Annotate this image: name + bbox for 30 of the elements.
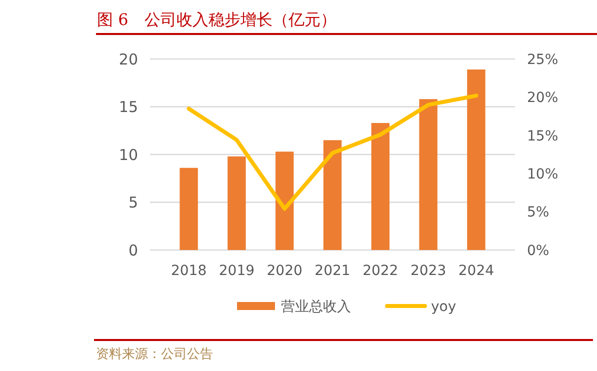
legend-label: 营业总收入 <box>281 299 351 315</box>
y2-tick-label: 10% <box>527 166 558 182</box>
bar <box>467 70 486 250</box>
x-tick-label: 2022 <box>362 263 398 279</box>
y-tick-label: 15 <box>118 98 138 116</box>
bar <box>419 99 438 250</box>
y-tick-label: 5 <box>128 194 138 212</box>
chart-title: 图 6 公司收入稳步增长（亿元） <box>97 10 336 29</box>
bar <box>228 156 246 250</box>
bar <box>323 140 342 250</box>
y2-tick-label: 20% <box>527 90 558 106</box>
bar <box>180 168 198 250</box>
y2-tick-label: 15% <box>527 128 558 144</box>
y-tick-label: 10 <box>118 146 138 164</box>
x-tick-label: 2023 <box>410 263 446 279</box>
x-tick-label: 2024 <box>458 263 494 279</box>
y2-tick-label: 25% <box>527 52 558 68</box>
bar <box>276 152 294 250</box>
y2-tick-label: 0% <box>527 242 550 259</box>
x-tick-label: 2018 <box>170 263 207 279</box>
x-tick-label: 2019 <box>218 263 255 279</box>
y2-tick-label: 5% <box>527 204 550 221</box>
text: 资料来源：公司公告 <box>96 347 213 362</box>
legend-label: yoy <box>431 299 456 315</box>
line-series <box>186 94 478 211</box>
y-tick-label: 0 <box>128 241 138 260</box>
x-tick-label: 2021 <box>314 263 350 279</box>
bar <box>371 122 390 250</box>
x-tick-label: 2020 <box>266 263 302 279</box>
y-tick-label: 20 <box>118 50 138 68</box>
